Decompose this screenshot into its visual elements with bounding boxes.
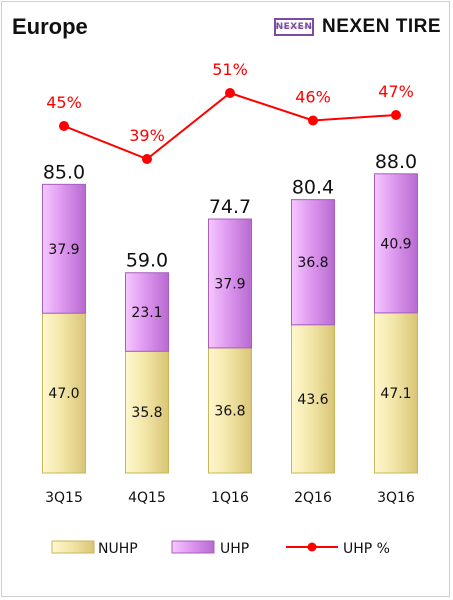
- uhp-pct-label: 46%: [295, 88, 331, 107]
- nuhp-value-label: 43.6: [297, 392, 328, 408]
- category-label: 1Q16: [211, 490, 249, 506]
- brand-logo-icon: NEXEN: [273, 18, 314, 36]
- uhp-pct-line-group: [59, 88, 401, 164]
- uhp-value-label: 36.8: [297, 255, 328, 271]
- nuhp-value-label: 47.1: [380, 386, 411, 402]
- bar-uhp-2Q16: [291, 199, 335, 326]
- bar-uhp-3Q16: [374, 173, 418, 314]
- category-label: 2Q16: [294, 490, 332, 506]
- bar-nuhp-3Q15: [42, 312, 86, 474]
- total-label: 74.7: [209, 196, 251, 218]
- legend-uhp-pct-label: UHP %: [343, 541, 390, 557]
- bar-nuhp-3Q16: [374, 312, 418, 474]
- category-label: 3Q15: [45, 490, 83, 506]
- uhp-value-label: 37.9: [214, 276, 245, 292]
- category-label: 3Q16: [377, 490, 415, 506]
- uhp-pct-label: 45%: [46, 93, 82, 112]
- uhp-value-label: 40.9: [380, 236, 411, 252]
- total-label: 88.0: [375, 151, 417, 173]
- uhp-pct-label: 39%: [129, 126, 165, 145]
- legend-uhp-swatch: [171, 540, 215, 554]
- nuhp-value-label: 36.8: [214, 403, 245, 419]
- legend-nuhp-swatch: [51, 540, 95, 554]
- nuhp-value-label: 47.0: [48, 386, 79, 402]
- legend-uhp-label: UHP: [220, 541, 249, 557]
- bar-nuhp-1Q16: [208, 347, 252, 474]
- category-label: 4Q15: [128, 490, 166, 506]
- legend-uhp-pct-marker: [307, 542, 317, 552]
- uhp-pct-point: [142, 154, 152, 164]
- bar-nuhp-4Q15: [125, 350, 169, 474]
- uhp-pct-point: [225, 88, 235, 98]
- uhp-pct-point: [391, 110, 401, 120]
- uhp-pct-label: 47%: [378, 82, 414, 101]
- labels-group: 47.0 37.9 85.0 3Q15 35.8 23.1 59.0 4Q15 36.8 37.9…: [43, 60, 417, 506]
- bars-group: [42, 173, 418, 474]
- chart-title: Europe: [12, 14, 88, 39]
- total-label: 59.0: [126, 250, 168, 272]
- uhp-value-label: 37.9: [48, 242, 79, 258]
- uhp-pct-label: 51%: [212, 60, 248, 79]
- bar-uhp-4Q15: [125, 272, 169, 352]
- uhp-pct-point: [59, 121, 69, 131]
- total-label: 85.0: [43, 161, 85, 183]
- uhp-pct-point: [308, 115, 318, 126]
- brand-name: NEXEN TIRE: [321, 16, 441, 37]
- bar-uhp-1Q16: [208, 218, 252, 349]
- legend-nuhp-label: NUHP: [98, 541, 138, 557]
- uhp-value-label: 23.1: [131, 305, 162, 321]
- legend: NUHP UHP UHP %: [51, 540, 390, 557]
- bar-uhp-3Q15: [42, 183, 86, 314]
- total-label: 80.4: [292, 177, 334, 199]
- uhp-pct-line: [63, 91, 397, 161]
- nuhp-value-label: 35.8: [131, 405, 162, 421]
- brand-header: NEXEN NEXEN TIRE: [273, 16, 441, 38]
